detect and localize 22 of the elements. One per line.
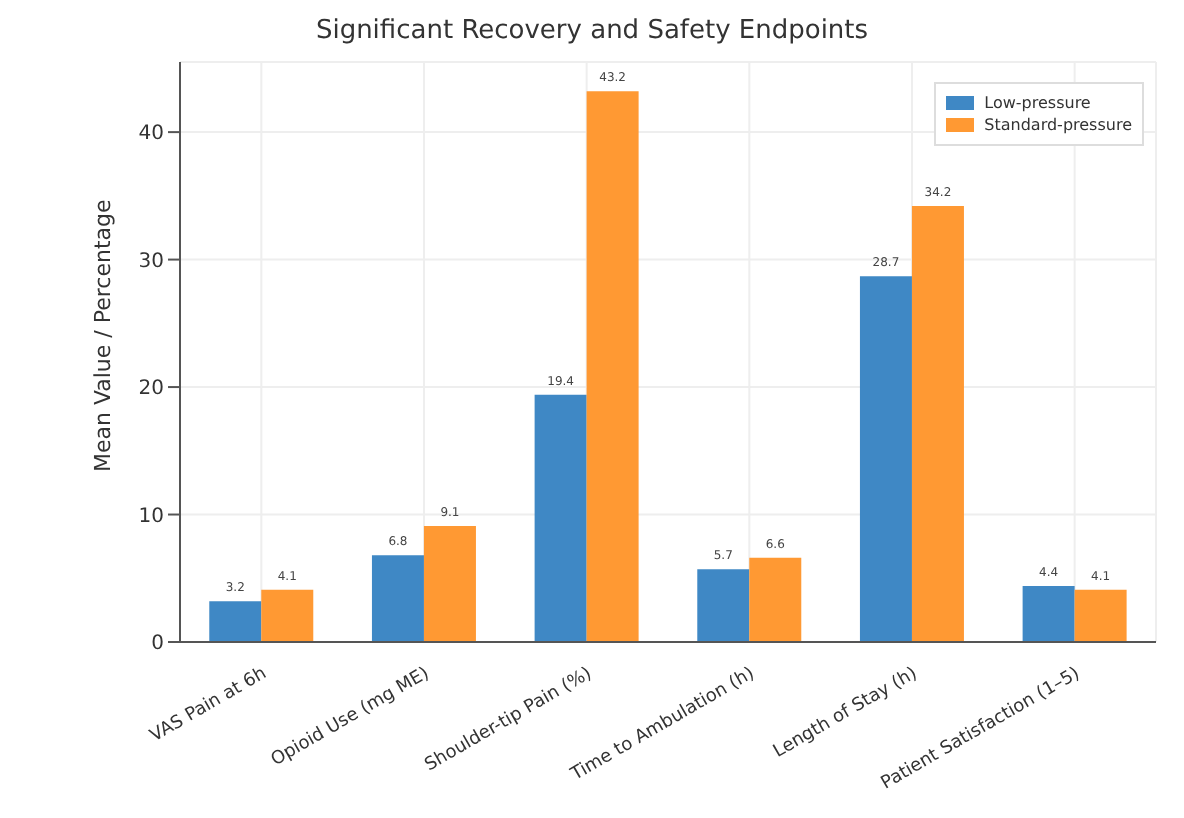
y-tick-label: 20 xyxy=(138,378,164,401)
y-tick-label: 0 xyxy=(151,633,164,656)
y-axis-title: Mean Value / Percentage xyxy=(89,199,116,472)
bar xyxy=(859,276,912,642)
bar xyxy=(1074,589,1127,642)
bar xyxy=(209,601,262,642)
bar xyxy=(534,394,587,642)
bar xyxy=(586,91,639,642)
y-tick-label: 10 xyxy=(138,505,164,528)
legend-label: Low-pressure xyxy=(982,94,1093,112)
x-tick-label: VAS Pain at 6h xyxy=(147,664,271,747)
chart-title: Significant Recovery and Safety Endpoints xyxy=(313,16,871,46)
bar xyxy=(423,526,476,642)
bar xyxy=(911,206,964,642)
y-tick-label: 30 xyxy=(138,250,164,273)
bar xyxy=(1022,585,1075,642)
legend-label: Standard-pressure xyxy=(982,116,1132,134)
bar xyxy=(749,557,802,642)
bar xyxy=(261,589,314,642)
y-tick-label: 40 xyxy=(138,123,164,146)
bar xyxy=(371,555,424,642)
bar xyxy=(697,569,750,642)
